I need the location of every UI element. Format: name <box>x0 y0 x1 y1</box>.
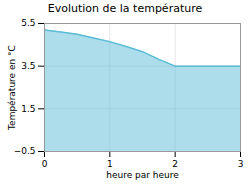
svg-text:2: 2 <box>172 159 178 169</box>
svg-text:3: 3 <box>238 159 244 169</box>
svg-text:0: 0 <box>42 159 48 169</box>
svg-text:Température en °C: Température en °C <box>7 45 17 131</box>
html-text:Evolution de la température: Evolution de la température <box>47 2 203 15</box>
svg-text:5.5: 5.5 <box>21 18 35 28</box>
svg-text:heure par heure: heure par heure <box>106 170 179 180</box>
svg-text:3.5: 3.5 <box>21 61 35 71</box>
svg-text:−0.5: −0.5 <box>14 146 36 156</box>
svg-text:1: 1 <box>107 159 113 169</box>
svg-text:1.5: 1.5 <box>21 104 35 114</box>
